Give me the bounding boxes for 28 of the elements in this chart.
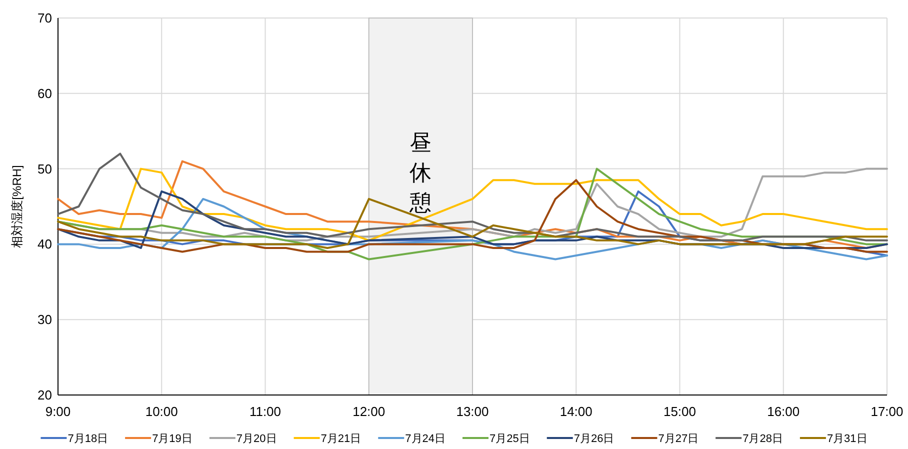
y-tick-label: 60 <box>38 86 52 101</box>
line-series <box>57 152 888 242</box>
y-tick-label: 40 <box>38 236 52 252</box>
legend-label: 7月18日 <box>68 433 108 445</box>
y-tick-label: 20 <box>38 388 52 402</box>
legend-label: 7月19日 <box>152 433 192 445</box>
y-tick-label: 30 <box>38 312 52 328</box>
x-tick-label: 12:00 <box>352 404 386 419</box>
x-tick-label: 16:00 <box>767 404 800 419</box>
legend-label: 7月25日 <box>490 433 530 445</box>
legend-label: 7月24日 <box>405 433 446 445</box>
x-tick-label: 9:00 <box>45 404 71 419</box>
x-tick-label: 13:00 <box>456 404 489 419</box>
x-tick-label: 14:00 <box>560 404 592 419</box>
y-tick-label: 50 <box>38 161 52 176</box>
x-tick-label: 10:00 <box>145 404 178 419</box>
legend-label: 7月27日 <box>658 433 699 445</box>
x-tick-label: 17:00 <box>870 404 904 419</box>
legend-label: 7月28日 <box>742 433 783 445</box>
legend-label: 7月31日 <box>826 433 868 445</box>
x-tick-label: 15:00 <box>663 404 696 419</box>
y-axis-title: 相対湿度[%RH] <box>10 165 24 248</box>
y-tick-label: 70 <box>38 10 52 26</box>
band-label: 昼休憩 <box>408 130 432 215</box>
legend-label: 7月26日 <box>574 433 614 445</box>
x-tick-label: 11:00 <box>249 404 282 419</box>
legend-label: 7月20日 <box>236 433 277 445</box>
legend-label: 7月21日 <box>320 433 362 445</box>
